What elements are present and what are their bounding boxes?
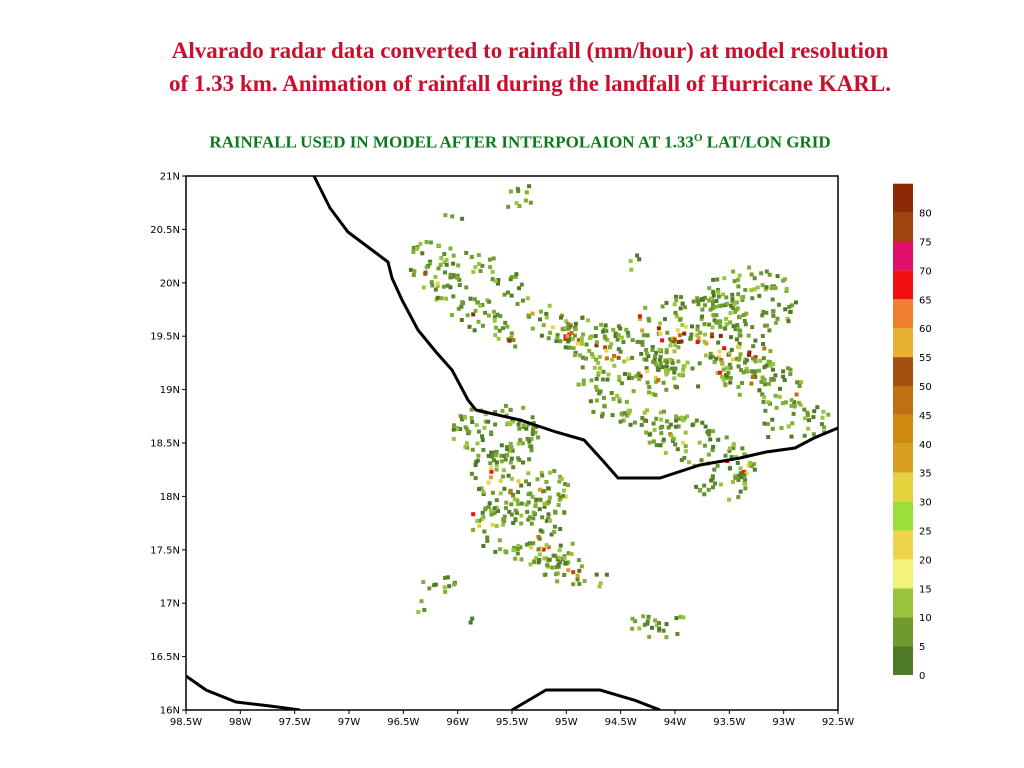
lat-tick-label: 16N: [160, 706, 180, 717]
degree-superscript: O: [693, 132, 703, 144]
legend-swatch: [893, 588, 913, 618]
figure-title: Alvarado radar data converted to rainfal…: [70, 34, 990, 100]
map-subtitle: RAINFALL USED IN MODEL AFTER INTERPOLAIO…: [60, 132, 980, 153]
coastline: [186, 176, 838, 710]
legend-label: 75: [919, 238, 932, 249]
lon-tick-label: 96W: [446, 717, 469, 728]
legend-swatch: [893, 443, 913, 473]
legend-label: 45: [919, 411, 932, 422]
rainfall-field: [408, 184, 831, 640]
legend-swatch: [893, 183, 913, 213]
legend-label: 65: [919, 295, 932, 306]
lat-tick-label: 16.5N: [150, 652, 180, 663]
legend-label: 25: [919, 527, 932, 538]
lat-tick-label: 20N: [160, 278, 180, 289]
lon-tick-label: 98.5W: [170, 717, 202, 728]
legend-label: 0: [919, 671, 925, 682]
lon-tick-label: 97.5W: [279, 717, 311, 728]
legend-label: 30: [919, 498, 932, 509]
coastline-main: [312, 176, 838, 480]
lon-tick-label: 93.5W: [713, 717, 745, 728]
legend-swatch: [893, 501, 913, 531]
coastline-south: [511, 688, 661, 710]
legend-label: 70: [919, 266, 932, 277]
legend-label: 55: [919, 353, 932, 364]
legend-label: 5: [919, 642, 925, 653]
legend-swatch: [893, 472, 913, 502]
legend-swatch: [893, 386, 913, 415]
lat-tick-label: 18N: [160, 492, 180, 503]
legend-swatch: [893, 357, 913, 386]
lon-tick-label: 97W: [338, 717, 361, 728]
legend-label: 15: [919, 584, 932, 595]
longitude-axis: 98.5W 98W 97.5W 97W 96.5W 96W 95.5W 95W 94.5W 94W…: [170, 710, 854, 728]
lat-tick-label: 18.5N: [150, 439, 180, 450]
legend-swatch: [893, 414, 913, 444]
legend-swatch: [893, 328, 913, 358]
legend-label: 50: [919, 382, 932, 393]
legend-label: 20: [919, 555, 932, 566]
color-legend: 0 5 10 15 20 25 30 35 40 45 50 55 60 65 70 75 80: [893, 183, 932, 682]
lon-tick-label: 92.5W: [822, 717, 854, 728]
legend-swatch: [893, 617, 913, 647]
legend-swatch: [893, 559, 913, 589]
lon-tick-label: 96.5W: [387, 717, 419, 728]
legend-swatch: [893, 241, 913, 271]
lon-tick-label: 93W: [772, 717, 795, 728]
legend-label: 60: [919, 324, 932, 335]
lat-tick-label: 17.5N: [150, 545, 180, 556]
legend-swatch: [893, 299, 913, 329]
lon-tick-label: 94W: [664, 717, 687, 728]
legend-label: 80: [919, 209, 932, 220]
legend-label: 40: [919, 440, 932, 451]
lon-tick-label: 98W: [229, 717, 252, 728]
lon-tick-label: 95.5W: [496, 717, 528, 728]
lat-tick-label: 21N: [160, 172, 180, 183]
lat-tick-label: 19N: [160, 385, 180, 396]
coastline-southwest: [186, 674, 301, 710]
legend-swatch: [893, 646, 913, 675]
lon-tick-label: 95W: [555, 717, 578, 728]
lat-tick-label: 17N: [160, 599, 180, 610]
legend-label: 10: [919, 613, 932, 624]
lat-tick-label: 20.5N: [150, 225, 180, 236]
title-line-1: Alvarado radar data converted to rainfal…: [171, 38, 889, 63]
latitude-axis: 21N 20.5N 20N 19.5N 19N 18.5N 18N 17.5N 17N 16.5N…: [150, 172, 186, 717]
legend-swatch: [893, 530, 913, 560]
lat-tick-label: 19.5N: [150, 332, 180, 343]
subtitle-suffix: LAT/LON GRID: [702, 132, 831, 152]
legend-swatch: [893, 212, 913, 242]
legend-swatch: [893, 270, 913, 300]
subtitle-text: RAINFALL USED IN MODEL AFTER INTERPOLAIO…: [209, 132, 694, 152]
lon-tick-label: 94.5W: [605, 717, 637, 728]
title-line-2: of 1.33 km. Animation of rainfall during…: [169, 71, 891, 96]
legend-label: 35: [919, 469, 932, 480]
